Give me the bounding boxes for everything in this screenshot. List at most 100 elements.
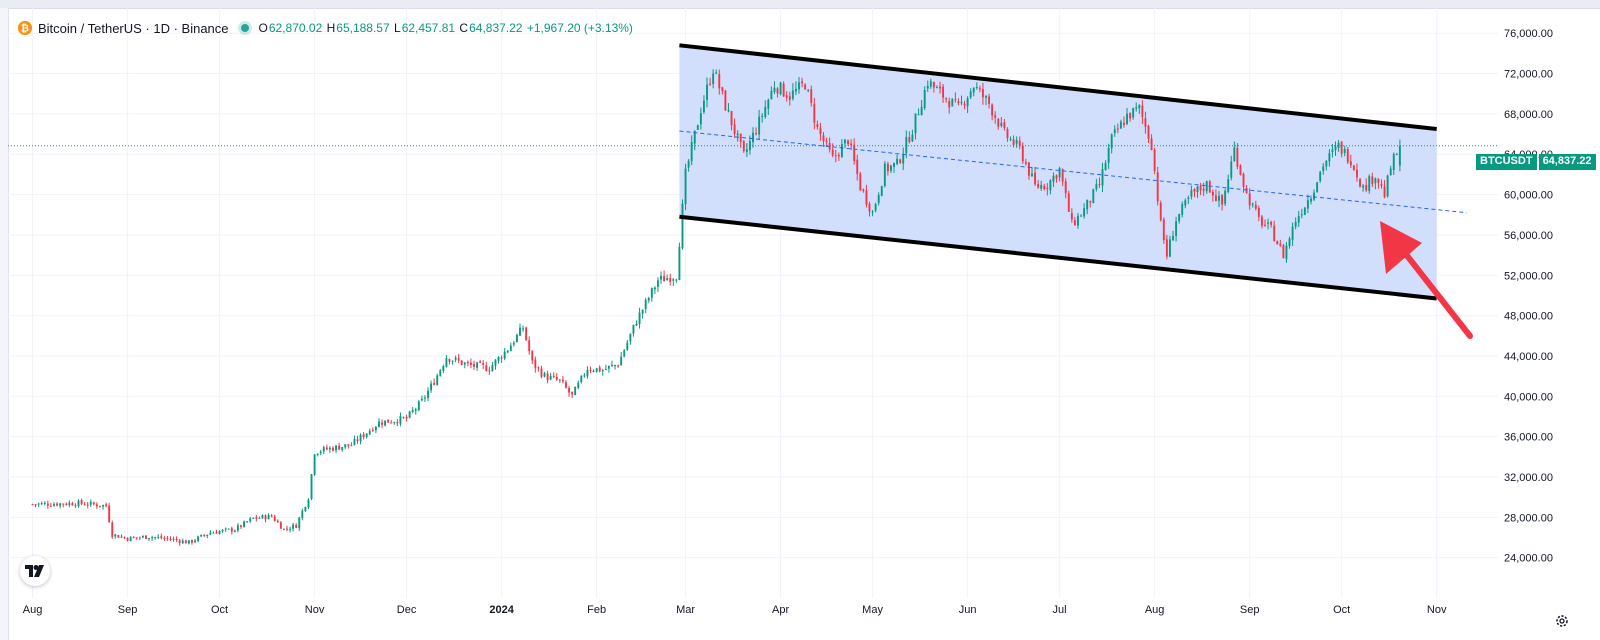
candle-body: [1294, 222, 1297, 227]
candle-body: [298, 517, 301, 529]
price-chart[interactable]: 24,000.00 28,000.00 32,000.00 36,000.00 40,0…: [8, 8, 1600, 640]
candle-body: [371, 429, 374, 431]
candle-body: [1346, 148, 1349, 163]
candle-body: [319, 451, 322, 454]
candle-body: [788, 96, 791, 100]
candle-body: [86, 504, 89, 506]
candle-body: [160, 536, 163, 539]
candle-body: [837, 154, 840, 157]
candle-body: [831, 149, 834, 156]
candle-body: [1297, 216, 1300, 223]
candle-body: [951, 98, 954, 107]
candle-body: [1095, 184, 1098, 190]
candle-body: [739, 133, 742, 142]
candle-body: [359, 434, 362, 442]
bitcoin-coin-icon: ₿: [18, 21, 32, 35]
candle-body: [598, 367, 601, 372]
candle-body: [1245, 187, 1248, 193]
candle-body: [948, 100, 951, 108]
candle-body: [586, 369, 589, 377]
candle-body: [476, 362, 479, 368]
symbol-title[interactable]: Bitcoin / TetherUS · 1D · Binance: [38, 20, 229, 36]
symbol-legend[interactable]: ₿ Bitcoin / TetherUS · 1D · Binance O62,…: [18, 18, 634, 38]
y-tick-label: 52,000.00: [1504, 270, 1553, 282]
candle-body: [1027, 162, 1030, 176]
candle-body: [1046, 187, 1049, 189]
gear-icon[interactable]: [1554, 613, 1570, 629]
candle-body: [574, 386, 577, 396]
candle-body: [1080, 215, 1082, 217]
candle-body: [1049, 180, 1052, 191]
candle-body: [439, 370, 442, 376]
candle-body: [89, 501, 92, 505]
tradingview-logo-icon[interactable]: [20, 556, 50, 586]
candle-body: [632, 324, 635, 334]
candle-body: [672, 279, 675, 281]
candle-body: [1199, 185, 1202, 191]
candle-body: [362, 434, 365, 438]
candle-body: [1150, 138, 1153, 151]
annotation-arrow-head: [1380, 221, 1422, 274]
candle-body: [865, 190, 868, 205]
candle-body: [994, 115, 997, 118]
candle-body: [853, 144, 856, 161]
x-tick-label: Sep: [118, 604, 138, 616]
candle-body: [1214, 195, 1217, 202]
candle-body: [1055, 175, 1058, 179]
candle-body: [1144, 118, 1147, 127]
candle-body: [844, 139, 846, 144]
candle-body: [414, 409, 417, 411]
candle-body: [1365, 185, 1368, 191]
candle-body: [758, 116, 761, 135]
candle-body: [804, 84, 807, 90]
candle-body: [166, 537, 169, 539]
x-tick-label: Oct: [1333, 604, 1350, 616]
candle-body: [1389, 168, 1392, 176]
candle-body: [981, 89, 984, 98]
candle-body: [353, 439, 356, 445]
candle-body: [1196, 186, 1199, 193]
candle-body: [1052, 175, 1055, 182]
candle-body: [1135, 107, 1138, 109]
candle-body: [108, 505, 111, 523]
candle-body: [457, 358, 460, 361]
candle-body: [899, 159, 902, 163]
candle-body: [666, 278, 669, 281]
candle-body: [592, 371, 595, 373]
candle-body: [663, 275, 666, 282]
candle-body: [886, 163, 889, 172]
candle-body: [1273, 225, 1276, 242]
candle-body: [328, 447, 331, 450]
candle-body: [469, 362, 472, 365]
candle-body: [1331, 149, 1334, 153]
candle-body: [390, 422, 393, 424]
candle-body: [236, 525, 239, 531]
candle-body: [1303, 207, 1306, 215]
candle-body: [1141, 105, 1144, 117]
candle-body: [344, 444, 347, 448]
candle-body: [83, 504, 86, 506]
candle-body: [92, 502, 95, 505]
candle-body: [141, 535, 144, 538]
x-tick-label: Nov: [1427, 604, 1447, 616]
y-tick-label: 60,000.00: [1504, 190, 1553, 202]
candle-body: [304, 506, 307, 512]
candle-body: [675, 279, 678, 281]
candle-body: [1267, 222, 1270, 224]
candle-body: [945, 98, 948, 100]
candle-body: [215, 532, 218, 534]
candle-body: [424, 397, 426, 399]
candle-body: [785, 95, 788, 98]
candle-body: [1236, 147, 1239, 167]
close-label: C: [459, 21, 469, 35]
candle-body: [1392, 154, 1395, 171]
candle-body: [1037, 184, 1040, 188]
candle-body: [184, 540, 187, 544]
candle-body: [607, 365, 610, 369]
candle-body: [1184, 200, 1187, 206]
candle-body: [114, 534, 117, 537]
candle-body: [117, 535, 120, 538]
candle-body: [626, 342, 629, 350]
candle-body: [583, 375, 586, 377]
candle-body: [715, 72, 718, 74]
